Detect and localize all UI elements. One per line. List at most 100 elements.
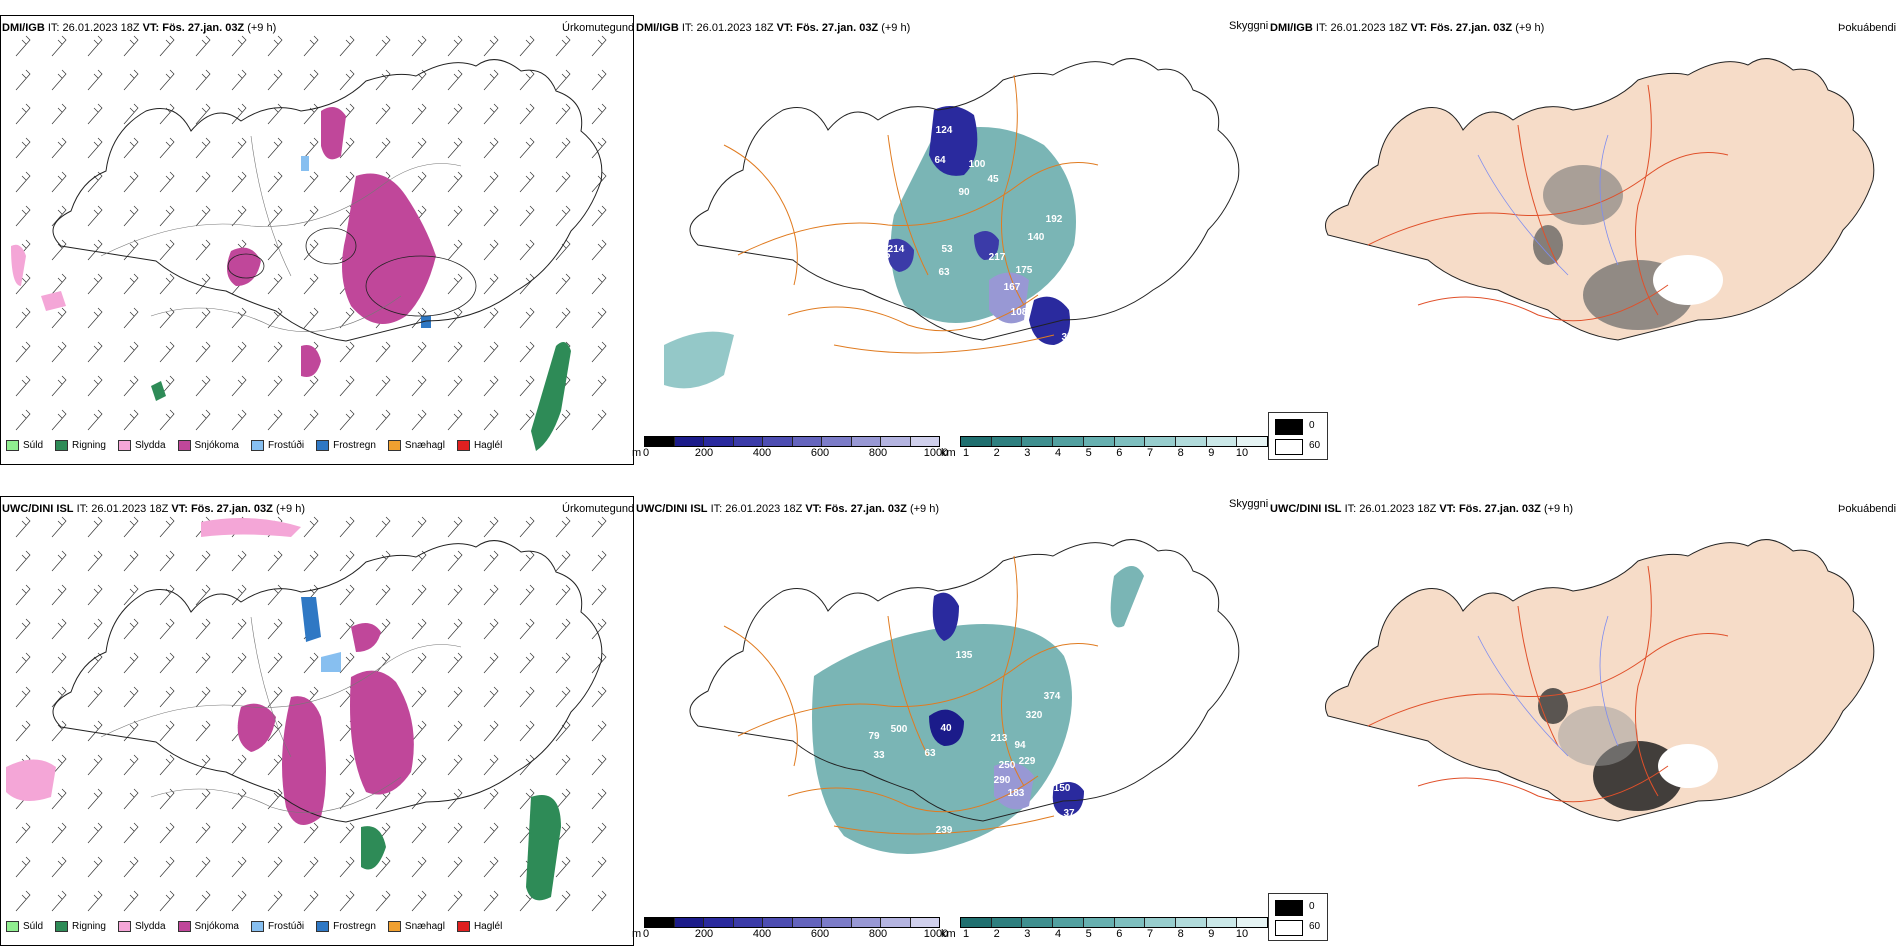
colorbar-segment <box>1206 918 1238 927</box>
wind-barb-icon <box>231 205 247 227</box>
wind-barb-icon <box>123 35 139 57</box>
it-label: IT: <box>47 22 60 34</box>
wind-barb-icon <box>375 550 391 572</box>
wind-barb-icon <box>411 584 427 606</box>
visibility-colorbar-top <box>960 436 1268 447</box>
header-fog-bottom: UWC/DINI ISL IT: 26.01.2023 18Z VT: Fös.… <box>1270 503 1573 516</box>
wind-barb-icon <box>339 618 355 640</box>
ceiling-label: 192 <box>1046 214 1063 225</box>
it-value: 26.01.2023 18Z <box>1359 503 1437 515</box>
vt-value: Fös. 27.jan. 03Z <box>824 503 907 515</box>
wind-barb-icon <box>231 137 247 159</box>
wind-barb-icon <box>123 409 139 431</box>
wind-barb-icon <box>267 686 283 708</box>
legend-label: Haglél <box>473 921 503 932</box>
wind-barb-icon <box>447 341 463 363</box>
colorbar-segment <box>1022 918 1054 927</box>
ceiling-label: 167 <box>1004 282 1021 293</box>
wind-barb-icon <box>339 890 355 912</box>
wind-barb-icon <box>87 720 103 742</box>
wind-barb-icon <box>411 686 427 708</box>
ceiling-label: 90 <box>958 187 970 198</box>
wind-barb-icon <box>303 550 319 572</box>
wind-barb-icon <box>159 69 175 91</box>
wind-barb-icon <box>51 584 67 606</box>
colorbar-tick: 0 <box>642 447 650 459</box>
colorbar-tick: 4 <box>1054 928 1062 940</box>
wind-barb-icon <box>447 103 463 125</box>
wind-barb-icon <box>339 375 355 397</box>
wind-barb-icon <box>447 516 463 538</box>
low-ceiling-area <box>887 238 914 272</box>
ceiling-label: 183 <box>1008 788 1025 799</box>
iceland-map-precip-bottom <box>6 516 607 912</box>
wind-barb-icon <box>267 652 283 674</box>
low-ceiling-area <box>974 231 999 260</box>
lead-time: (+9 h) <box>275 503 305 515</box>
colorbar-tick: 3 <box>1024 928 1031 940</box>
colorbar-tick: 0 <box>642 928 650 940</box>
wind-barb-icon <box>15 103 31 125</box>
title-precip-bottom: Úrkomutegund <box>562 503 635 515</box>
wind-barb-icon <box>555 239 571 261</box>
legend-swatch <box>117 440 131 451</box>
legend-swatch <box>250 921 264 932</box>
wind-barb-icon <box>555 788 571 810</box>
wind-barb-icon <box>195 618 211 640</box>
wind-barb-icon <box>123 890 139 912</box>
wind-barb-icon <box>267 171 283 193</box>
legend-label: Frostúði <box>267 440 305 451</box>
wind-barb-icon <box>519 584 535 606</box>
legend-label: Snjókoma <box>194 921 239 932</box>
wind-barb-icon <box>591 754 607 776</box>
vt-label: VT: <box>171 503 188 515</box>
wind-barb-icon <box>51 239 67 261</box>
vt-label: VT: <box>142 22 160 34</box>
ceiling-label: 325 <box>938 352 955 363</box>
lead-time: (+9 h) <box>247 22 277 34</box>
wind-barb-icon <box>339 307 355 329</box>
wind-barb-icon <box>123 516 139 538</box>
wind-barb-icon <box>411 890 427 912</box>
wind-barb-icon <box>87 584 103 606</box>
wind-barb-icon <box>483 103 499 125</box>
wind-barb-icon <box>267 69 283 91</box>
legend-swatch <box>6 921 19 932</box>
rain-area <box>531 342 571 451</box>
wind-barb-icon <box>483 550 499 572</box>
wind-barb-icon <box>591 307 607 329</box>
wind-barb-icon <box>555 686 571 708</box>
colorbar-segment <box>733 918 763 927</box>
wind-barb-icon <box>555 754 571 776</box>
wind-barb-icon <box>447 686 463 708</box>
low-visibility-area <box>890 127 1076 323</box>
legend-item: Rigning <box>55 440 106 451</box>
wind-barb-icon <box>195 550 211 572</box>
wind-barb-icon <box>447 720 463 742</box>
wind-barb-icon <box>123 205 139 227</box>
wind-barb-icon <box>231 686 247 708</box>
wind-barb-icon <box>123 618 139 640</box>
wind-barb-icon <box>375 375 391 397</box>
colorbar-segment <box>1237 918 1268 927</box>
wind-barb-icon <box>15 35 31 57</box>
colorbar-tick: 600 <box>810 447 830 459</box>
legend-label: Súld <box>23 440 44 451</box>
sleet-area <box>201 518 301 537</box>
ceiling-label: 214 <box>888 244 905 255</box>
legend-label: Slydda <box>134 440 166 451</box>
wind-barb-icon <box>411 652 427 674</box>
wind-barb-icon <box>339 584 355 606</box>
wind-barb-icon <box>159 307 175 329</box>
wind-barb-icon <box>87 409 103 431</box>
fog-legend-bottom: 0 60 <box>1268 893 1328 941</box>
legend-item: Súld <box>6 921 43 932</box>
wind-barb-icon <box>519 239 535 261</box>
wind-barb-icon <box>231 307 247 329</box>
legend-swatch <box>55 921 69 932</box>
wind-barb-icon <box>231 550 247 572</box>
wind-barb-icon <box>303 856 319 878</box>
ceiling-label: 37 <box>1063 808 1075 819</box>
ceiling-label: 150 <box>1054 783 1071 794</box>
wind-barb-icon <box>411 822 427 844</box>
